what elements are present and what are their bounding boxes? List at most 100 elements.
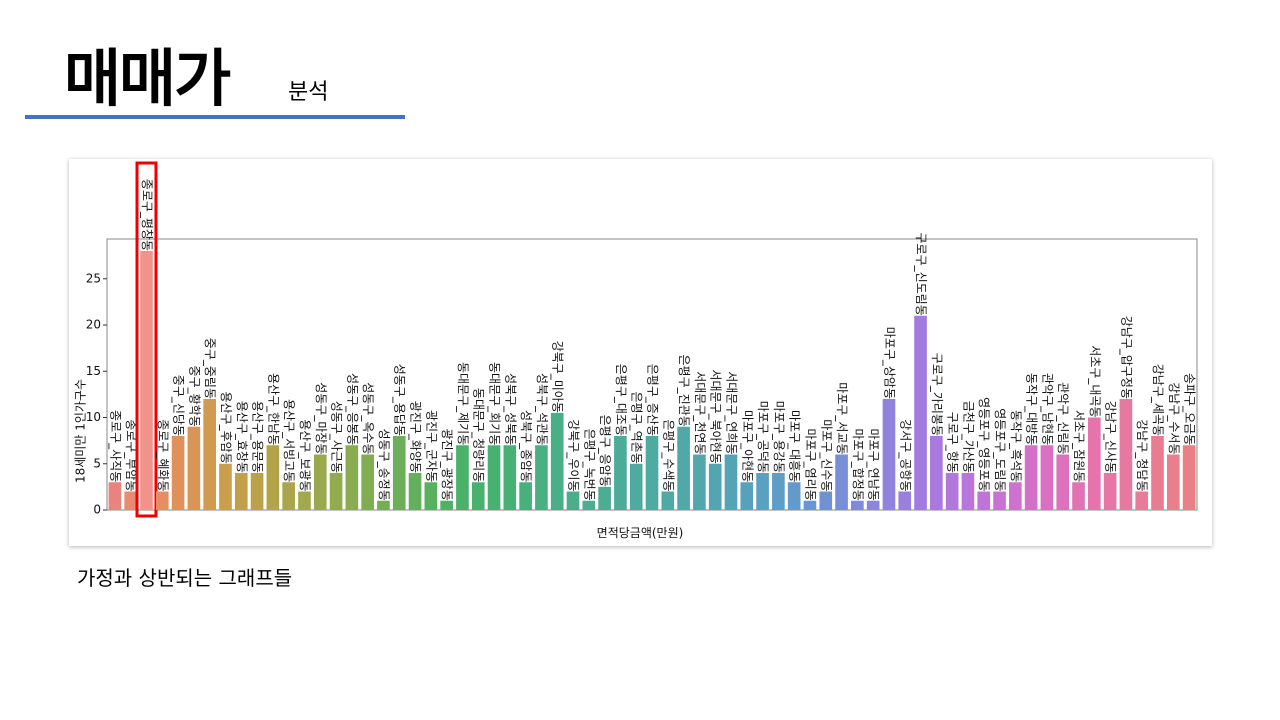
bar-label: 구로구_가리봉동 [930, 353, 944, 436]
y-tick-label: 15 [86, 364, 101, 378]
bar [1009, 482, 1022, 510]
subtitle: 분석 [288, 80, 329, 105]
bar-label: 영등포구_도림동 [993, 408, 1007, 491]
bar [250, 473, 264, 510]
bar-label: 마포구_신수동 [819, 419, 833, 491]
bar [787, 482, 801, 510]
bar-label: 은평구_진관동 [677, 355, 691, 427]
bar-label: 종로구_평창동 [140, 179, 154, 251]
bar-label: 은평구_대조동 [614, 364, 628, 436]
bar-label: 마포구_서교동 [835, 382, 849, 454]
bar-label: 금천구_가산동 [961, 401, 976, 473]
bar [171, 436, 185, 510]
bar [914, 315, 927, 510]
bar-label: 관악구_신림동 [1056, 382, 1070, 454]
bar [266, 445, 280, 510]
bar-label: 용산구_한남동 [266, 373, 280, 445]
bar-label: 마포구_염리동 [803, 429, 817, 501]
bar-label: 성북구_성북동 [503, 373, 517, 445]
bar-label: 광진구_화양동 [409, 401, 423, 473]
bar [219, 463, 232, 510]
bar [329, 473, 343, 510]
bar [629, 463, 643, 510]
bar [772, 473, 785, 510]
bar [1135, 491, 1149, 510]
caption: 가정과 상반되는 그래프들 [77, 566, 293, 590]
bar-label: 성동구_마장동 [314, 382, 328, 454]
bar [1024, 445, 1038, 510]
bar-label: 마포구_합정동 [851, 429, 865, 501]
title-rule [25, 115, 405, 119]
bar-label: 성동구_옥수동 [361, 382, 375, 454]
bar [598, 486, 611, 510]
bar-label: 서대문구_연희동 [724, 371, 738, 454]
bar [645, 436, 659, 510]
bar [282, 482, 295, 510]
bar-label: 동대문구_회기동 [488, 362, 502, 445]
bar-label: 성북구_석관동 [535, 373, 549, 445]
bar [851, 500, 864, 510]
bar-label: 구로구_항동 [946, 412, 960, 473]
bar [930, 436, 943, 510]
bar [345, 445, 359, 510]
bar [977, 491, 991, 510]
bar [819, 491, 833, 510]
bar-label: 구로구_신도림동 [914, 232, 928, 315]
bar [882, 399, 896, 510]
bar [408, 473, 422, 510]
x-axis-label: 면적당금액(만원) [597, 526, 684, 540]
bar-label: 은평구_역촌동 [630, 392, 644, 464]
bar [456, 445, 469, 510]
bar [835, 454, 848, 510]
y-tick-label: 10 [86, 410, 101, 424]
bar-label: 마포구_공덕동 [756, 401, 770, 473]
bar [898, 491, 912, 510]
bar-label: 종로구_혜화동 [156, 419, 170, 491]
chart-card: 면적당금액(만원) 18세미만 1인가구수 0 5 10 15 20 25 종로구_사직동 종… [69, 159, 1212, 546]
bar-label: 성동구_사근동 [330, 401, 344, 473]
bar [140, 251, 153, 510]
bar [424, 482, 438, 510]
bar-label: 서대문구_북아현동 [709, 369, 723, 463]
bar [661, 491, 675, 510]
bar [945, 473, 959, 510]
bar [1182, 445, 1196, 510]
bar [234, 473, 248, 510]
bar [487, 445, 501, 510]
bar [1103, 473, 1117, 510]
bar-label: 성동구_용답동 [393, 364, 407, 436]
bar [582, 500, 596, 510]
bar [1088, 417, 1101, 510]
bar [503, 445, 517, 510]
bar-label: 용산구_후암동 [219, 392, 233, 464]
bar-label: 강북구_우이동 [567, 419, 581, 491]
bar-label: 은평구_녹번동 [582, 429, 596, 501]
bar-label: 마포구_연남동 [867, 429, 881, 501]
bar-label: 동대문구_제기동 [456, 362, 470, 445]
bar [298, 491, 311, 510]
bar [124, 491, 138, 510]
bar [1040, 445, 1054, 510]
bar-label: 강북구_미아동 [551, 341, 565, 413]
bar-label: 중구_중림동 [203, 338, 217, 399]
bar [471, 482, 485, 510]
bar-label: 광진구_군자동 [424, 410, 438, 482]
bar-label: 은평구_수색동 [661, 419, 675, 491]
bar-label: 강남구_압구정동 [1119, 316, 1133, 399]
bar [614, 436, 627, 510]
bar-label: 종로구_사직동 [108, 410, 122, 482]
bar [866, 500, 880, 510]
bar [1056, 454, 1070, 510]
bar-label: 강서구_공항동 [898, 419, 912, 491]
highlight-box [135, 161, 158, 518]
bar-label: 영등포구_영등포동 [977, 397, 991, 491]
bar-label: 용산구_용문동 [251, 401, 265, 473]
bar-label: 마포구_상암동 [882, 327, 896, 399]
bar-label: 강남구_세곡동 [1151, 364, 1165, 436]
bar [1119, 399, 1133, 510]
bar-label: 용산구_효창동 [235, 401, 249, 473]
bar-label: 성북구_종암동 [519, 410, 533, 482]
bar [550, 412, 564, 510]
